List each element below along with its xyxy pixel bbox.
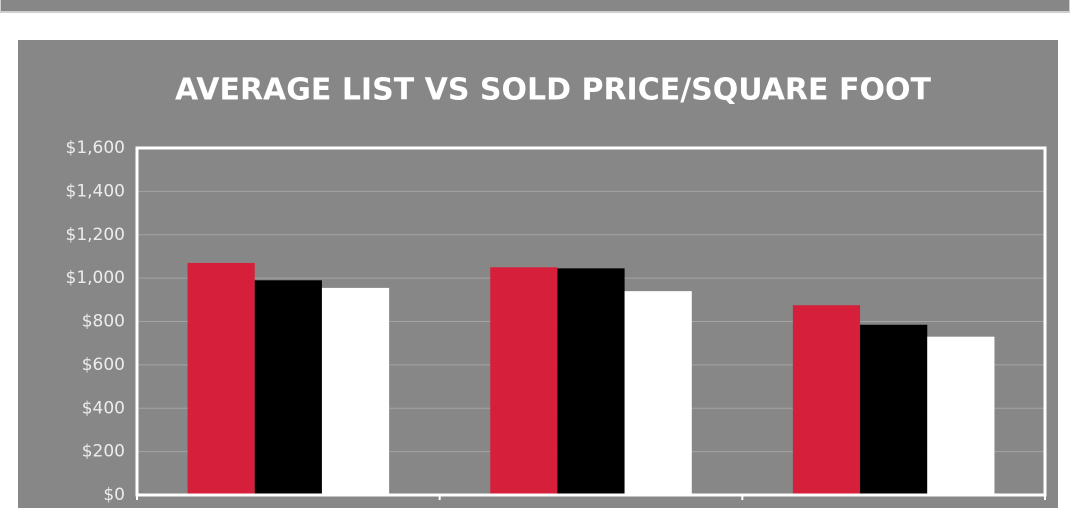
bar bbox=[860, 324, 928, 495]
y-tick-label: $1,600 bbox=[66, 138, 125, 158]
y-tick-label: $200 bbox=[82, 442, 125, 462]
bar bbox=[792, 305, 861, 495]
y-tick-label: $400 bbox=[82, 398, 125, 418]
y-tick-label: $0 bbox=[103, 485, 125, 505]
top-strip bbox=[0, 0, 1070, 13]
bar bbox=[254, 280, 322, 495]
y-tick-label: $1,200 bbox=[66, 225, 125, 245]
plot-border bbox=[135, 146, 1047, 497]
bar bbox=[187, 262, 255, 495]
y-tick-label: $1,000 bbox=[66, 268, 125, 288]
bar bbox=[557, 268, 625, 495]
bar bbox=[321, 287, 390, 495]
y-tick-label: $1,400 bbox=[66, 181, 125, 201]
chart-title: AVERAGE LIST VS SOLD PRICE/SQUARE FOOT bbox=[175, 73, 931, 108]
bar bbox=[490, 267, 558, 495]
plot-area: $0 $200 $400 $600 $800 $1,000 $1,200 $1,400 $1,6… bbox=[66, 138, 1047, 505]
y-tick-label: $800 bbox=[82, 312, 125, 332]
bar bbox=[624, 291, 692, 495]
bar bbox=[927, 336, 995, 495]
y-tick-label: $600 bbox=[82, 355, 125, 375]
